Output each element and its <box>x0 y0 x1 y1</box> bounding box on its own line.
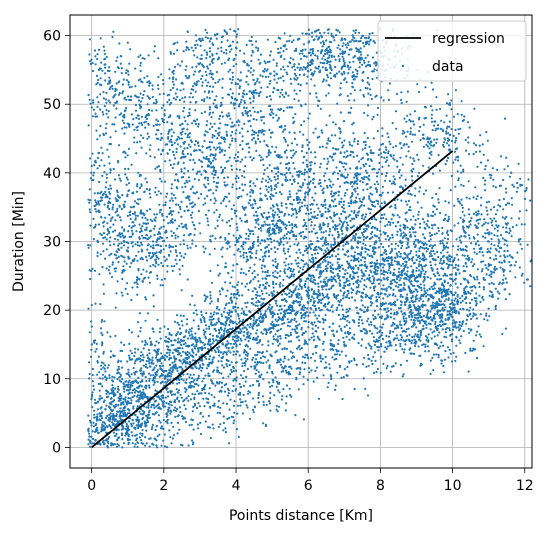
legend-data-swatch <box>401 64 405 68</box>
y-tick-label: 30 <box>43 235 61 251</box>
legend-data-label: data <box>432 59 464 75</box>
x-axis-label: Points distance [Km] <box>229 508 373 524</box>
y-tick-label: 0 <box>52 440 61 456</box>
plot-frame <box>69 14 533 469</box>
x-tick-label: 6 <box>304 478 313 494</box>
x-tick-label: 12 <box>516 478 534 494</box>
data-layer <box>87 27 533 449</box>
regression-line <box>91 150 454 449</box>
y-tick-label: 10 <box>43 372 61 388</box>
y-tick-label: 40 <box>43 166 61 182</box>
y-tick-label: 20 <box>43 303 61 319</box>
y-tick-label: 60 <box>43 29 61 45</box>
x-tick-label: 0 <box>87 478 96 494</box>
x-tick-label: 4 <box>232 478 241 494</box>
x-tick-label: 10 <box>444 478 462 494</box>
x-tick-label: 8 <box>376 478 385 494</box>
axes: 0 2 4 6 8 10 12 0 10 20 30 40 50 60 <box>43 14 534 494</box>
data-points <box>87 27 533 449</box>
y-axis-label: Duration [Min] <box>11 191 27 292</box>
legend: regression data <box>377 20 527 82</box>
legend-box <box>377 20 527 82</box>
y-tick-label: 50 <box>43 97 61 113</box>
x-tick-label: 2 <box>159 478 168 494</box>
legend-regression-label: regression <box>432 31 505 47</box>
